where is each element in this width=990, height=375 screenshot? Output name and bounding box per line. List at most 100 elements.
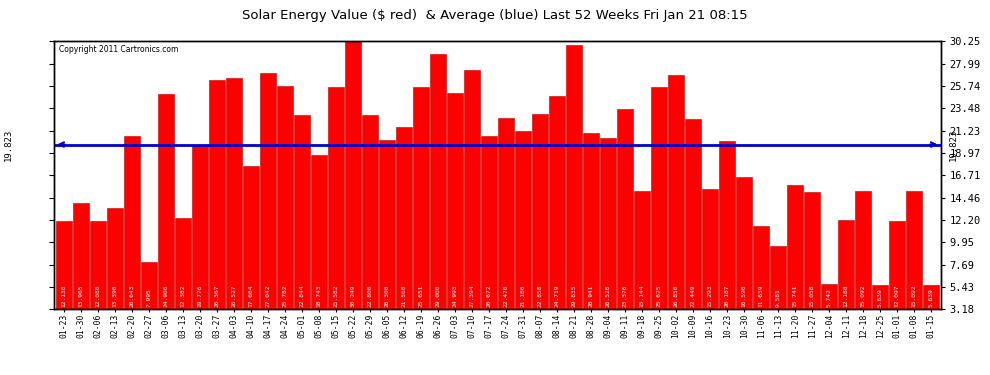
Bar — [379, 140, 395, 341]
Text: Solar Energy Value ($ red)  & Average (blue) Last 52 Weeks Fri Jan 21 08:15: Solar Energy Value ($ red) & Average (bl… — [243, 9, 747, 22]
Bar — [209, 80, 225, 341]
Bar — [107, 208, 123, 341]
Bar — [872, 285, 888, 341]
Text: 20.187: 20.187 — [725, 285, 730, 308]
Bar — [566, 45, 582, 341]
Text: 20.528: 20.528 — [606, 285, 611, 308]
Text: Copyright 2011 Cartronics.com: Copyright 2011 Cartronics.com — [58, 45, 178, 54]
Bar — [464, 69, 480, 341]
Text: 23.376: 23.376 — [623, 285, 628, 308]
Text: 5.639: 5.639 — [877, 289, 883, 308]
Bar — [549, 96, 565, 341]
Bar — [753, 226, 769, 341]
Text: 16.590: 16.590 — [742, 285, 746, 308]
Bar — [362, 115, 378, 341]
Bar — [277, 86, 293, 341]
Text: 13.390: 13.390 — [112, 285, 118, 308]
Text: 20.941: 20.941 — [588, 285, 594, 308]
Bar — [600, 138, 616, 341]
Bar — [702, 189, 718, 341]
Text: 5.639: 5.639 — [929, 289, 934, 308]
Text: 7.995: 7.995 — [147, 289, 151, 308]
Bar — [906, 191, 922, 341]
Bar — [90, 221, 106, 341]
Text: 19.776: 19.776 — [197, 285, 202, 308]
Text: 25.582: 25.582 — [334, 285, 339, 308]
Bar — [396, 128, 412, 341]
Bar — [175, 218, 191, 341]
Text: 25.782: 25.782 — [282, 285, 287, 308]
Bar — [294, 115, 310, 341]
Bar — [787, 185, 803, 341]
Text: 22.844: 22.844 — [299, 285, 304, 308]
Bar — [889, 221, 905, 341]
Bar — [515, 131, 531, 341]
Bar — [481, 136, 497, 341]
Bar — [346, 41, 360, 341]
Text: 22.470: 22.470 — [504, 285, 509, 308]
Bar — [328, 87, 344, 341]
Bar — [498, 118, 514, 341]
Text: 13.965: 13.965 — [78, 285, 83, 308]
Bar — [668, 75, 684, 341]
Text: 15.144: 15.144 — [640, 285, 644, 308]
Text: 20.300: 20.300 — [384, 285, 389, 308]
Text: 15.092: 15.092 — [912, 285, 917, 308]
Text: 18.743: 18.743 — [317, 285, 322, 308]
Text: 12.180: 12.180 — [843, 285, 848, 308]
Bar — [56, 221, 71, 341]
Text: 29.000: 29.000 — [436, 285, 441, 308]
Bar — [651, 87, 667, 341]
Bar — [720, 141, 735, 341]
Text: 26.527: 26.527 — [232, 285, 237, 308]
Text: 20.672: 20.672 — [486, 285, 491, 308]
Bar — [226, 78, 242, 341]
Text: 21.180: 21.180 — [521, 285, 526, 308]
Text: 15.293: 15.293 — [708, 285, 713, 308]
Bar — [822, 284, 837, 341]
Text: 27.042: 27.042 — [265, 285, 270, 308]
Text: 19.823: 19.823 — [948, 128, 958, 160]
Bar — [124, 136, 140, 341]
Bar — [141, 262, 156, 341]
Bar — [260, 73, 275, 341]
Bar — [533, 114, 547, 341]
Bar — [855, 191, 871, 341]
Text: 29.835: 29.835 — [571, 285, 576, 308]
Text: 25.625: 25.625 — [656, 285, 661, 308]
Text: 30.249: 30.249 — [350, 285, 355, 308]
Text: 17.664: 17.664 — [248, 285, 253, 308]
Bar — [737, 177, 751, 341]
Text: 12.382: 12.382 — [180, 285, 185, 308]
Text: 26.367: 26.367 — [215, 285, 220, 308]
Bar — [635, 191, 649, 341]
Bar — [839, 220, 854, 341]
Text: 26.850: 26.850 — [673, 285, 678, 308]
Text: 11.639: 11.639 — [758, 285, 763, 308]
Text: 25.651: 25.651 — [419, 285, 424, 308]
Text: 9.581: 9.581 — [775, 289, 780, 308]
Bar — [770, 246, 786, 341]
Bar — [311, 155, 327, 341]
Text: 20.643: 20.643 — [130, 285, 135, 308]
Text: 24.719: 24.719 — [554, 285, 559, 308]
Text: 19.823: 19.823 — [3, 128, 13, 160]
Bar — [73, 202, 89, 341]
Text: 22.800: 22.800 — [367, 285, 372, 308]
Text: 5.742: 5.742 — [827, 289, 832, 308]
Bar — [583, 134, 599, 341]
Text: 12.097: 12.097 — [895, 285, 900, 308]
Text: 27.394: 27.394 — [469, 285, 474, 308]
Bar — [192, 145, 208, 341]
Bar — [413, 87, 429, 341]
Text: 21.560: 21.560 — [401, 285, 407, 308]
Text: 24.993: 24.993 — [452, 285, 457, 308]
Text: 12.130: 12.130 — [61, 285, 66, 308]
Bar — [430, 54, 446, 341]
Bar — [685, 118, 701, 341]
Bar — [804, 192, 820, 341]
Text: 22.858: 22.858 — [538, 285, 543, 308]
Bar — [924, 285, 939, 341]
Text: 22.449: 22.449 — [691, 285, 696, 308]
Bar — [158, 94, 173, 341]
